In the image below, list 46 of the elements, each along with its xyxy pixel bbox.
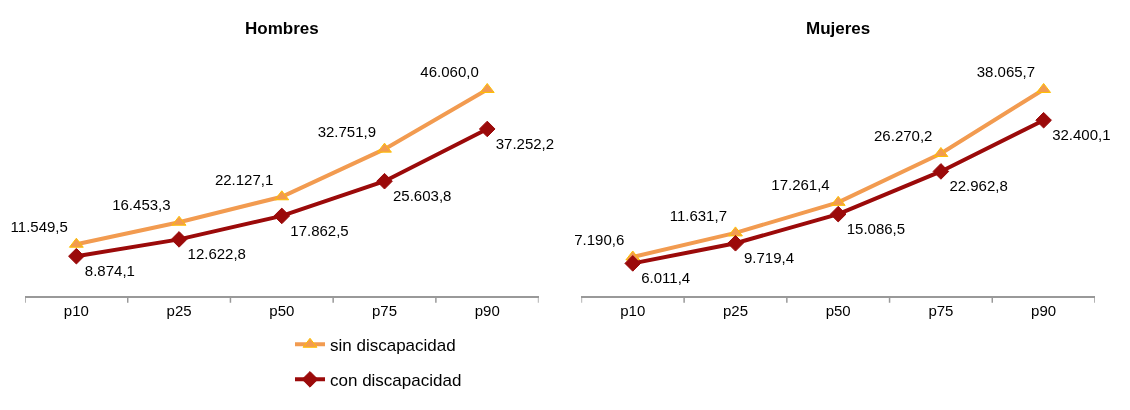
point — [728, 226, 743, 237]
data-label: 17.261,4 — [771, 176, 830, 194]
chart-title: Hombres — [245, 19, 319, 38]
data-label: 25.603,8 — [393, 186, 452, 204]
point — [273, 207, 291, 225]
data-label: 32.400,1 — [1052, 125, 1111, 143]
point — [932, 163, 950, 180]
x-tick-label: p75 — [928, 301, 954, 319]
data-label: 12.622,8 — [187, 245, 246, 263]
data-label: 8.874,1 — [84, 261, 135, 279]
point — [376, 172, 393, 190]
point — [829, 205, 847, 223]
data-label: 15.086,5 — [846, 219, 906, 237]
data-label: 22.962,8 — [949, 177, 1008, 195]
x-tick-label: p10 — [620, 301, 646, 319]
x-tick-label: p25 — [166, 301, 192, 319]
data-label: 7.190,6 — [574, 230, 625, 248]
point — [727, 234, 744, 252]
x-tick-label: p50 — [825, 301, 851, 319]
data-label: 9.719,4 — [743, 249, 795, 267]
data-label: 16.453,3 — [112, 195, 171, 213]
data-label: 26.270,2 — [874, 127, 933, 145]
x-tick-label: p75 — [372, 301, 398, 319]
point — [1035, 111, 1052, 129]
data-label: 37.252,2 — [495, 134, 555, 152]
x-tick-label: p10 — [63, 301, 89, 319]
data-label: 38.065,7 — [976, 63, 1036, 81]
data-label: 11.549,5 — [10, 217, 68, 235]
x-tick-label: p90 — [474, 301, 500, 319]
legend-label: con discapacidad — [330, 371, 462, 390]
data-label: 22.127,1 — [214, 170, 274, 188]
x-tick-label: p90 — [1031, 301, 1057, 319]
data-label: 17.862,5 — [290, 221, 349, 239]
data-label: 11.631,7 — [669, 206, 727, 224]
point — [68, 247, 85, 265]
point — [624, 255, 642, 272]
data-label: 6.011,4 — [641, 269, 691, 287]
chart-title: Mujeres — [806, 19, 871, 38]
point — [170, 231, 188, 248]
point — [377, 142, 392, 153]
x-tick-label: p25 — [722, 301, 748, 319]
point — [478, 120, 496, 138]
x-tick-label: p50 — [269, 301, 295, 319]
data-label: 32.751,9 — [317, 122, 377, 140]
data-label: 46.060,0 — [420, 63, 479, 81]
legend-label: sin discapacidad — [330, 335, 456, 355]
